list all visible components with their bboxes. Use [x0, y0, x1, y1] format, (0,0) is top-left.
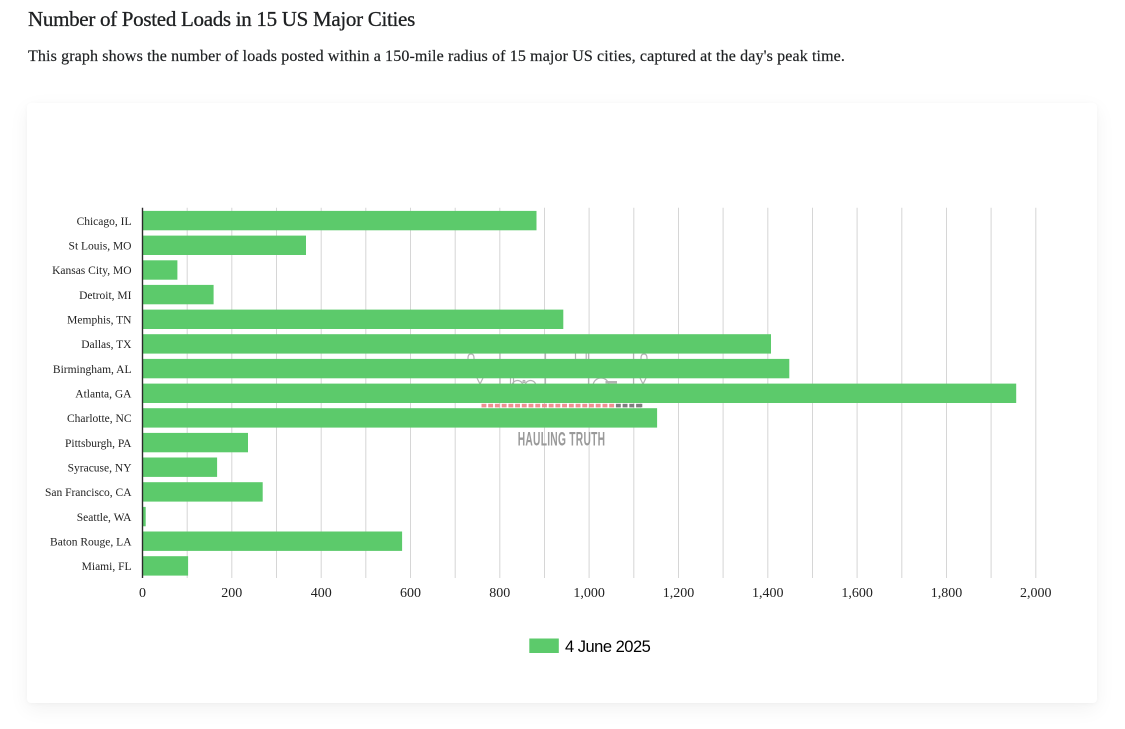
- svg-text:1,800: 1,800: [931, 586, 963, 601]
- svg-text:400: 400: [311, 586, 332, 601]
- svg-text:0: 0: [139, 586, 146, 601]
- svg-text:4 June 2025: 4 June 2025: [565, 638, 651, 656]
- svg-text:Syracuse, NY: Syracuse, NY: [68, 462, 133, 474]
- svg-text:Detroit, MI: Detroit, MI: [79, 290, 132, 302]
- svg-text:Kansas City, MO: Kansas City, MO: [52, 265, 131, 277]
- svg-text:Atlanta, GA: Atlanta, GA: [75, 388, 132, 400]
- svg-text:1,400: 1,400: [752, 586, 784, 601]
- svg-text:200: 200: [221, 586, 242, 601]
- svg-text:San Francisco, CA: San Francisco, CA: [45, 487, 132, 499]
- svg-text:Baton Rouge, LA: Baton Rouge, LA: [50, 536, 132, 548]
- svg-text:Memphis, TN: Memphis, TN: [67, 315, 132, 327]
- svg-text:Charlotte, NC: Charlotte, NC: [67, 413, 132, 425]
- svg-text:1,600: 1,600: [841, 586, 873, 601]
- svg-text:HAULING TRUTH: HAULING TRUTH: [518, 429, 606, 450]
- svg-text:1,200: 1,200: [663, 586, 695, 601]
- svg-text:800: 800: [489, 586, 510, 601]
- svg-text:Miami, FL: Miami, FL: [82, 561, 132, 573]
- svg-text:Pittsburgh, PA: Pittsburgh, PA: [65, 438, 132, 450]
- svg-text:Birmingham, AL: Birmingham, AL: [53, 364, 132, 376]
- svg-text:Seattle, WA: Seattle, WA: [77, 512, 132, 524]
- svg-text:Chicago, IL: Chicago, IL: [77, 216, 132, 228]
- svg-text:1,000: 1,000: [573, 586, 605, 601]
- svg-text:St Louis, MO: St Louis, MO: [69, 241, 132, 253]
- svg-text:600: 600: [400, 586, 421, 601]
- svg-text:2,000: 2,000: [1020, 586, 1052, 601]
- svg-text:Dallas, TX: Dallas, TX: [81, 339, 132, 351]
